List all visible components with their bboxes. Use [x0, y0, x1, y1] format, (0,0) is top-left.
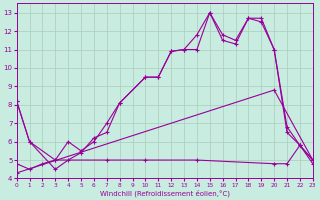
X-axis label: Windchill (Refroidissement éolien,°C): Windchill (Refroidissement éolien,°C)	[100, 189, 230, 197]
